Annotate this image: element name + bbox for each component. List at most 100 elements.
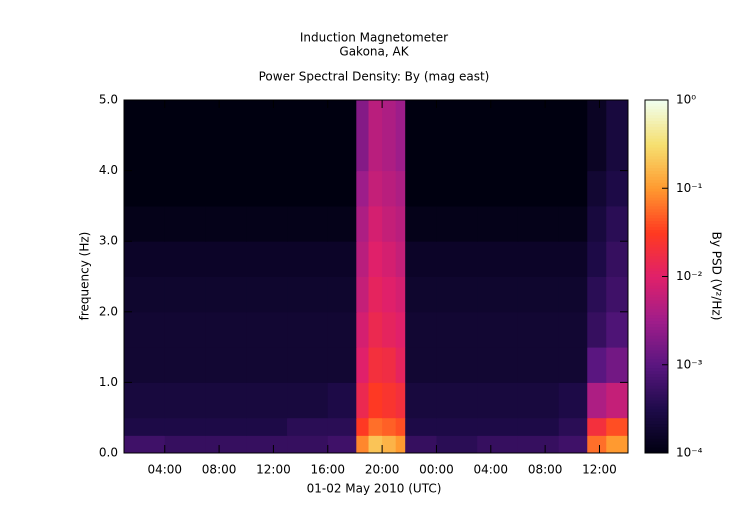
heatmap-cell bbox=[405, 170, 437, 207]
colorbar-segment bbox=[645, 141, 668, 145]
heatmap-cell bbox=[558, 311, 588, 348]
heatmap-cell bbox=[205, 382, 247, 419]
colorbar-segment bbox=[645, 285, 668, 289]
colorbar-segment bbox=[645, 364, 668, 369]
colorbar-segment bbox=[645, 308, 668, 313]
heatmap-cell bbox=[395, 100, 406, 172]
heatmap-cell bbox=[246, 170, 288, 207]
colorbar-segment bbox=[645, 220, 668, 225]
colorbar-segment bbox=[645, 132, 668, 136]
heatmap-cell bbox=[405, 241, 437, 277]
heatmap-cell bbox=[368, 435, 383, 454]
heatmap-cell bbox=[356, 417, 370, 436]
y-axis-label: frequency (Hz) bbox=[78, 232, 92, 321]
colorbar-segment bbox=[645, 164, 668, 169]
colorbar-segment bbox=[645, 170, 668, 175]
heatmap-cell bbox=[124, 417, 166, 436]
heatmap-cell bbox=[436, 347, 478, 383]
heatmap-cell bbox=[287, 311, 329, 348]
colorbar-segment bbox=[645, 147, 668, 151]
colorbar-segment bbox=[645, 338, 668, 342]
colorbar-segment bbox=[645, 150, 668, 154]
colorbar-segment bbox=[645, 402, 668, 407]
colorbar-segment bbox=[645, 388, 668, 392]
heatmap-cell bbox=[558, 241, 588, 277]
heatmap-cell bbox=[246, 435, 288, 454]
colorbar-segment bbox=[645, 291, 668, 295]
heatmap-cell bbox=[405, 347, 437, 383]
heatmap-cell bbox=[395, 347, 406, 383]
colorbar-segment bbox=[645, 217, 668, 222]
colorbar-segment bbox=[645, 435, 668, 439]
heatmap-cell bbox=[395, 417, 406, 436]
colorbar-segment bbox=[645, 258, 668, 263]
heatmap-cell bbox=[246, 241, 288, 277]
colorbar-segment bbox=[645, 311, 668, 316]
colorbar-segment bbox=[645, 129, 668, 133]
heatmap-cell bbox=[606, 382, 629, 419]
heatmap-cell bbox=[164, 311, 207, 348]
heatmap-cell bbox=[382, 382, 397, 419]
colorbar-segment bbox=[645, 255, 668, 260]
colorbar-segment bbox=[645, 108, 668, 113]
colorbar-segment bbox=[645, 314, 668, 319]
heatmap-cell bbox=[287, 382, 329, 419]
heatmap-cell bbox=[405, 205, 437, 242]
colorbar-segment bbox=[645, 270, 668, 275]
y-tick-label: 2.0 bbox=[99, 304, 118, 318]
heatmap-cell bbox=[368, 417, 383, 436]
y-tick-label: 3.0 bbox=[99, 234, 118, 248]
colorbar-segment bbox=[645, 417, 668, 422]
heatmap-cell bbox=[124, 276, 166, 313]
colorbar-segment bbox=[645, 276, 668, 280]
colorbar-segment bbox=[645, 211, 668, 216]
heatmap-cell bbox=[356, 382, 370, 419]
colorbar-segment bbox=[645, 320, 668, 325]
colorbar-segment bbox=[645, 155, 668, 160]
colorbar-segment bbox=[645, 332, 668, 336]
heatmap-cell bbox=[606, 435, 629, 454]
heatmap-cell bbox=[405, 417, 437, 436]
colorbar-segment bbox=[645, 423, 668, 428]
colorbar-segment bbox=[645, 229, 668, 233]
heatmap-cell bbox=[477, 417, 519, 436]
heatmap-cell bbox=[246, 311, 288, 348]
heatmap-cell bbox=[382, 417, 397, 436]
colorbar-segment bbox=[645, 279, 668, 283]
heatmap-cell bbox=[246, 205, 288, 242]
heatmap-cell bbox=[517, 170, 560, 207]
heatmap-cell bbox=[477, 382, 519, 419]
colorbar-segment bbox=[645, 182, 668, 186]
heatmap-cell bbox=[327, 241, 357, 277]
heatmap-cell bbox=[606, 417, 629, 436]
heatmap-cell bbox=[368, 100, 383, 172]
heatmap-cell bbox=[436, 311, 478, 348]
colorbar-segment bbox=[645, 238, 668, 242]
heatmap-cell bbox=[436, 276, 478, 313]
heatmap-cell bbox=[558, 170, 588, 207]
heatmap-cell bbox=[124, 435, 166, 454]
colorbar-segment bbox=[645, 294, 668, 298]
colorbar-segment bbox=[645, 273, 668, 277]
heatmap-cell bbox=[124, 382, 166, 419]
colorbar-segment bbox=[645, 144, 668, 148]
heatmap-cell bbox=[164, 382, 207, 419]
x-tick-label: 20:00 bbox=[365, 463, 400, 477]
heatmap-cell bbox=[558, 435, 588, 454]
x-tick-label: 08:00 bbox=[528, 463, 563, 477]
x-axis-label: 01-02 May 2010 (UTC) bbox=[307, 482, 442, 496]
heatmap-cell bbox=[368, 205, 383, 242]
heatmap-cell bbox=[368, 347, 383, 383]
heatmap-cell bbox=[246, 347, 288, 383]
colorbar-segment bbox=[645, 300, 668, 304]
heatmap-cell bbox=[587, 276, 607, 313]
heatmap-cell bbox=[368, 170, 383, 207]
chart-title: Induction Magnetometer bbox=[300, 31, 448, 45]
colorbar-segment bbox=[645, 135, 668, 139]
colorbar-segment bbox=[645, 264, 668, 269]
colorbar-segment bbox=[645, 358, 668, 363]
colorbar-segment bbox=[645, 232, 668, 236]
colorbar-segment bbox=[645, 323, 668, 328]
heatmap-cell bbox=[606, 276, 629, 313]
